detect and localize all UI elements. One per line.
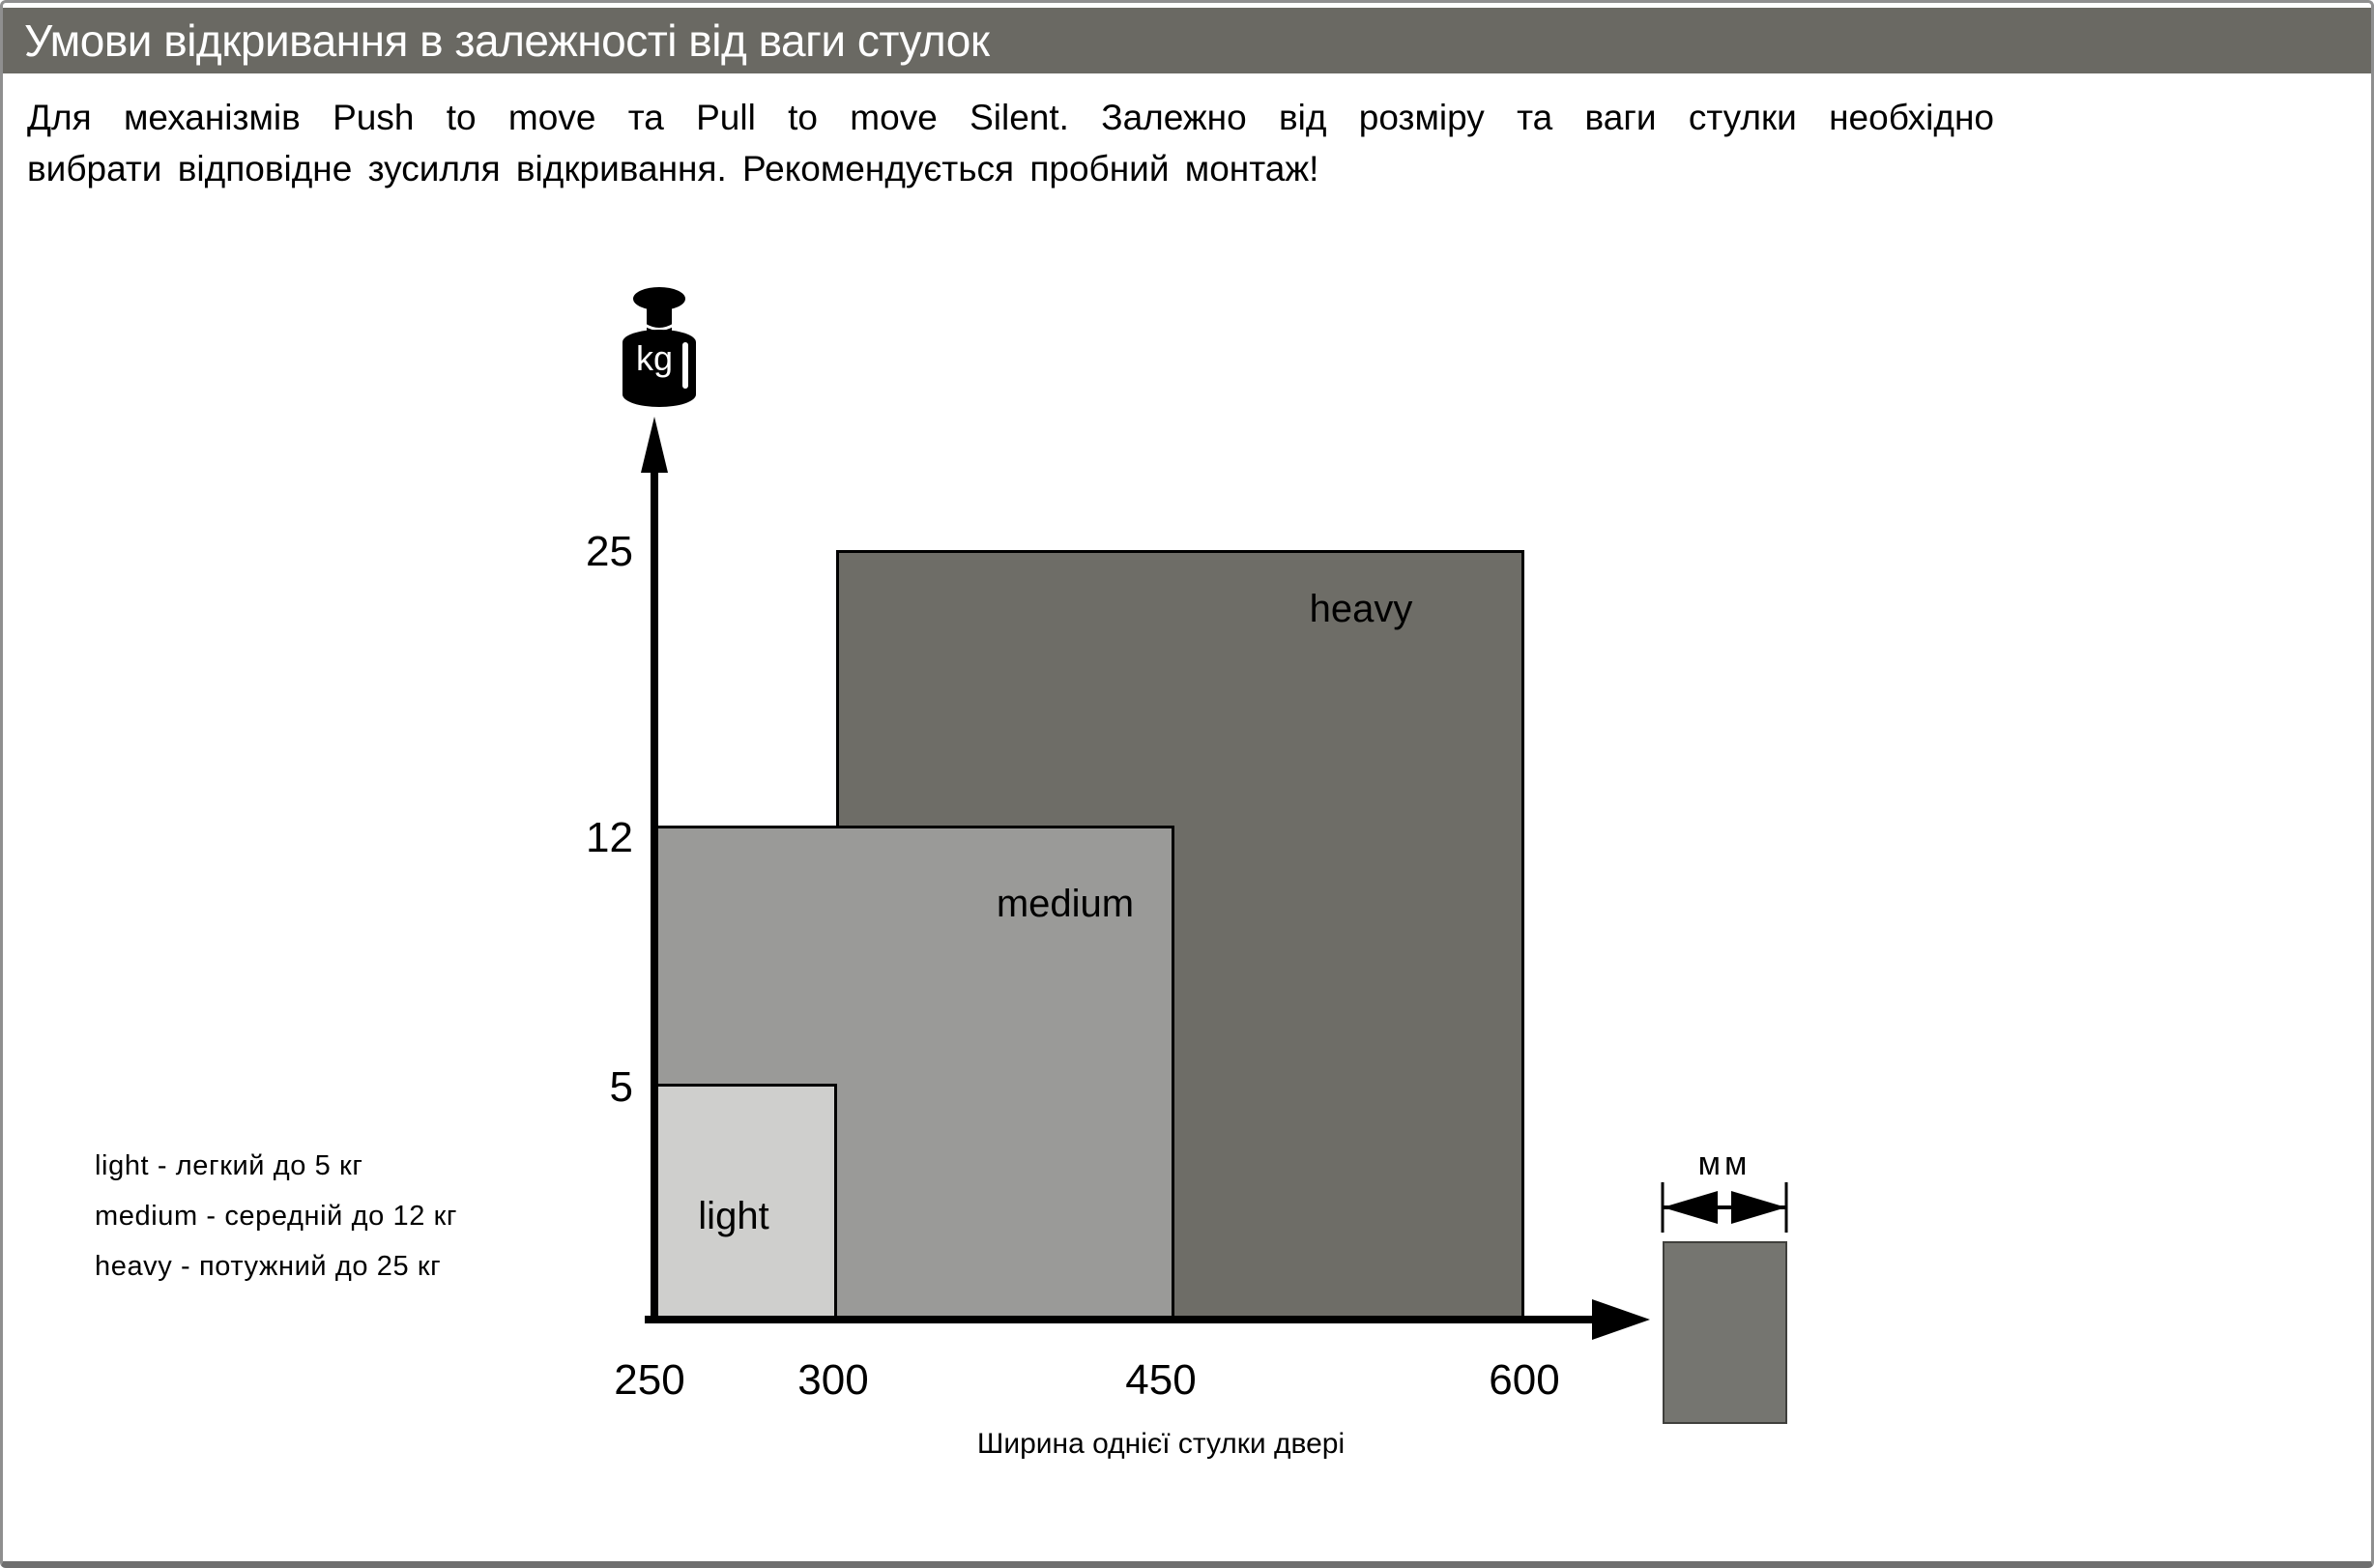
y-tick-25: 25 (586, 528, 633, 575)
intro-line-1: Для механізмів Push to move та Pull to m… (27, 98, 1994, 137)
kg-weight-icon: kg (620, 286, 699, 408)
intro-line-2: вибрати відповідне зусилля відкривання. … (27, 149, 1319, 189)
kg-weight-glyph (622, 287, 696, 407)
title-bar: Умови відкривання в залежності від ваги … (3, 8, 2371, 73)
intro-paragraph: Для механізмів Push to move та Pull to m… (27, 92, 1994, 194)
kg-label: kg (635, 338, 674, 378)
x-axis-line (645, 1316, 1594, 1323)
medium-region-label: medium (996, 883, 1135, 925)
legend-item-medium: medium - середній до 12 кг (95, 1201, 458, 1232)
x-tick-250: 250 (614, 1356, 685, 1404)
legend: light - легкий до 5 кг medium - середній… (95, 1149, 457, 1300)
x-axis-arrowhead-icon (1592, 1299, 1650, 1340)
x-tick-300: 300 (797, 1356, 869, 1404)
mm-dimension-label: мм (1697, 1146, 1752, 1182)
light-region-label: light (698, 1195, 769, 1237)
y-tick-5: 5 (609, 1063, 633, 1111)
x-tick-600: 600 (1489, 1356, 1560, 1404)
x-tick-450: 450 (1125, 1356, 1197, 1404)
y-axis-line (651, 457, 658, 1323)
y-tick-12: 12 (586, 814, 633, 861)
legend-item-light: light - легкий до 5 кг (95, 1150, 363, 1181)
page-title: Умови відкривання в залежності від ваги … (24, 15, 990, 66)
heavy-region-label: heavy (1309, 588, 1413, 630)
dimension-arrow-icon (1660, 1180, 1789, 1234)
legend-item-heavy: heavy - потужний до 25 кг (95, 1251, 442, 1282)
door-leaf-rect (1663, 1241, 1787, 1424)
x-axis-caption: Ширина однієї стулки двері (976, 1428, 1346, 1460)
light-region: light (651, 1084, 837, 1322)
